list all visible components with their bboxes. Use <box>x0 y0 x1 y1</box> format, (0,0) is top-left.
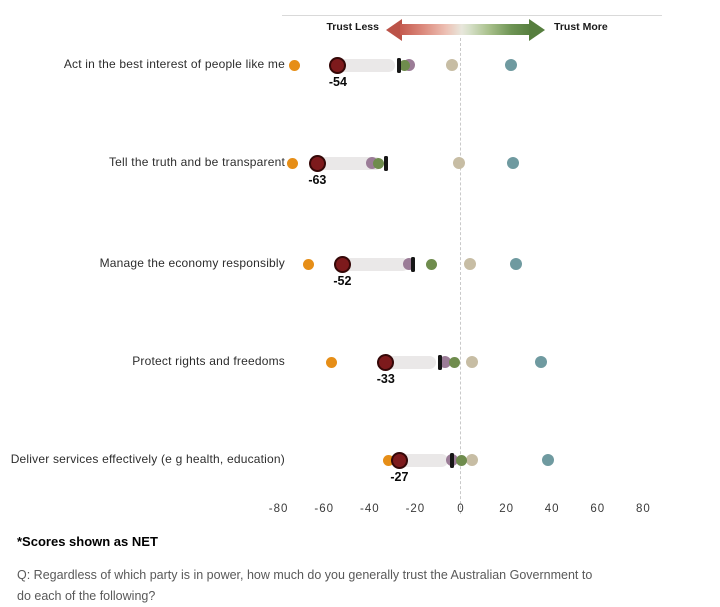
dot-dark-red <box>308 154 326 172</box>
range-bar <box>310 156 382 170</box>
x-axis-tick-label: -60 <box>314 503 334 515</box>
survey-question-line1: Q: Regardless of which party is in power… <box>17 568 593 582</box>
tick-marker-black <box>438 354 443 370</box>
dot-beige <box>445 59 458 71</box>
dot-green <box>425 258 437 270</box>
dot-dark-red <box>377 353 395 371</box>
trust-gradient-arrow-icon <box>386 18 545 41</box>
net-value-label: -33 <box>376 372 395 386</box>
tick-marker-black <box>397 57 402 73</box>
dot-green <box>373 157 385 169</box>
tick-marker-black <box>411 256 416 272</box>
category-label: Tell the truth and be transparent <box>108 155 285 169</box>
net-value-label: -52 <box>333 274 352 288</box>
category-label: Deliver services effectively (e g health… <box>10 452 285 466</box>
range-bar <box>335 257 410 271</box>
category-label: Protect rights and freedoms <box>132 354 285 368</box>
dot-orange <box>302 258 314 270</box>
x-axis-tick-label: 40 <box>544 503 560 515</box>
category-label: Act in the best interest of people like … <box>63 57 285 71</box>
category-label: Manage the economy responsibly <box>99 256 285 270</box>
top-border-line <box>282 15 662 16</box>
trust-more-label: Trust More <box>554 21 608 33</box>
arrow-right-head-icon <box>529 18 545 41</box>
x-axis-tick-label: -80 <box>268 503 289 515</box>
dot-teal <box>507 157 520 169</box>
footnote: *Scores shown as NET <box>17 534 158 549</box>
arrow-gradient-body <box>400 24 531 35</box>
dot-orange <box>325 356 337 368</box>
dot-green <box>455 454 467 466</box>
dot-teal <box>534 356 547 368</box>
x-axis-tick-label: 80 <box>635 503 651 515</box>
dot-beige <box>464 258 477 270</box>
dot-teal <box>541 454 554 466</box>
dot-dark-red <box>333 255 351 273</box>
tick-marker-black <box>383 155 388 171</box>
dot-beige <box>466 356 479 368</box>
range-bar <box>330 58 396 72</box>
dot-teal <box>509 258 522 270</box>
x-axis-tick-label: -20 <box>405 503 426 515</box>
tick-marker-black <box>449 452 454 468</box>
net-value-label: -54 <box>328 75 347 89</box>
net-value-label: -63 <box>308 173 327 187</box>
dot-dark-red <box>390 451 408 469</box>
dot-dark-red <box>329 56 347 74</box>
x-axis-tick-label: 60 <box>590 503 606 515</box>
arrow-left-head-icon <box>386 18 402 41</box>
survey-question: Q: Regardless of which party is in power… <box>17 565 592 607</box>
x-axis-tick-label: -40 <box>359 503 380 515</box>
dot-mauve <box>439 356 452 368</box>
dot-beige <box>466 454 479 466</box>
dot-green <box>398 59 410 71</box>
dot-teal <box>505 59 518 71</box>
trust-less-label: Trust Less <box>326 21 379 33</box>
net-value-label: -27 <box>390 470 409 484</box>
x-axis-tick-label: 0 <box>457 503 465 515</box>
x-axis-tick-label: 20 <box>499 503 514 515</box>
dot-orange <box>382 454 394 466</box>
dot-green <box>448 356 460 368</box>
survey-question-line2: do each of the following? <box>17 589 156 603</box>
dot-orange <box>286 157 298 169</box>
dot-orange <box>289 59 301 71</box>
zero-gridline <box>460 38 461 514</box>
dot-beige <box>452 157 465 169</box>
